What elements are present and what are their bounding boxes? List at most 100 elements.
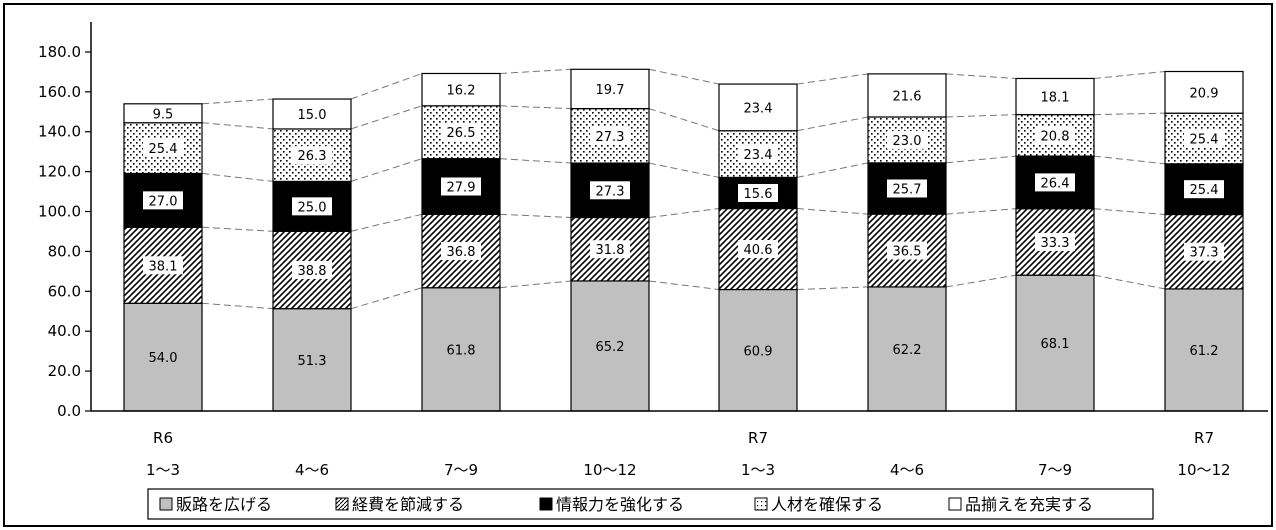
x-tick-label-year: R7 — [748, 429, 768, 447]
data-label: 26.5 — [447, 126, 476, 141]
data-label: 21.6 — [893, 89, 922, 104]
legend-swatch — [159, 497, 173, 511]
series-connector-line — [350, 287, 423, 310]
data-label-box — [887, 179, 927, 198]
data-label-box — [292, 197, 332, 216]
bar-segment — [1015, 113, 1095, 157]
data-label: 60.9 — [744, 344, 773, 359]
legend-label: 経費を節減する — [352, 495, 464, 514]
y-tick-label: 180.0 — [38, 43, 81, 61]
data-label: 23.0 — [893, 134, 922, 149]
data-label: 38.1 — [149, 259, 178, 274]
series-connector-line — [499, 68, 572, 74]
series-connector-line — [1093, 274, 1166, 290]
data-label: 68.1 — [1041, 337, 1070, 352]
bar-segment — [123, 302, 203, 412]
series-connector-line — [796, 73, 869, 85]
series-connector-line — [796, 208, 869, 215]
data-label: 20.9 — [1190, 86, 1219, 101]
series-connector-line — [945, 274, 1017, 288]
data-label: 31.8 — [596, 243, 625, 258]
y-tick-label: 20.0 — [48, 362, 81, 380]
y-tick-label: 140.0 — [38, 123, 81, 141]
data-label: 38.8 — [298, 264, 327, 279]
data-label: 18.1 — [1041, 91, 1070, 106]
data-label-box — [590, 181, 630, 200]
data-label: 25.4 — [149, 142, 178, 157]
legend-label: 人材を確保する — [771, 495, 883, 514]
data-label-box — [738, 240, 778, 259]
data-label: 62.2 — [893, 343, 922, 358]
x-tick-label-quarter: 4〜6 — [890, 461, 924, 479]
data-label-box — [143, 256, 183, 275]
data-label-box — [590, 126, 630, 145]
data-label: 26.4 — [1041, 176, 1070, 191]
data-label-box — [143, 191, 183, 210]
legend-box — [147, 488, 1154, 520]
data-label: 61.8 — [447, 343, 476, 358]
series-connector-line — [1093, 208, 1166, 216]
series-connector-line — [648, 108, 720, 132]
data-label: 23.4 — [744, 148, 773, 163]
series-connector-line — [648, 162, 720, 178]
bar-segment — [123, 103, 203, 124]
data-label: 23.4 — [744, 101, 773, 116]
data-label: 16.2 — [447, 84, 476, 99]
data-label: 36.5 — [893, 245, 922, 260]
series-connector-line — [796, 116, 869, 132]
bar-segment — [867, 286, 947, 412]
series-connector-line — [350, 158, 423, 182]
y-tick-label: 100.0 — [38, 203, 81, 221]
x-tick-label-quarter: 7〜9 — [444, 461, 478, 479]
data-label-box — [441, 177, 481, 196]
data-label: 27.3 — [596, 130, 625, 145]
bar-segment — [867, 73, 947, 118]
y-tick-label: 60.0 — [48, 282, 81, 300]
series-connector-line — [350, 105, 423, 130]
data-label-box — [292, 146, 332, 165]
bar-segment — [272, 98, 352, 130]
series-connector-line — [499, 213, 572, 219]
bar-segment — [1164, 70, 1244, 114]
series-connector-line — [1093, 70, 1166, 79]
series-connector-line — [945, 73, 1017, 79]
data-label-box — [738, 145, 778, 164]
data-label-box — [887, 241, 927, 260]
x-tick-label-quarter: 10〜12 — [1177, 461, 1230, 479]
data-label: 27.0 — [149, 194, 178, 209]
y-tick-label: 40.0 — [48, 322, 81, 340]
series-connector-line — [1093, 155, 1166, 165]
series-connector-line — [945, 114, 1017, 118]
legend-label: 販路を広げる — [176, 495, 272, 514]
data-label-box — [738, 183, 778, 202]
data-label-box — [590, 240, 630, 259]
data-label: 54.0 — [149, 351, 178, 366]
data-label: 40.6 — [744, 243, 773, 258]
data-label: 36.8 — [447, 245, 476, 260]
series-connector-line — [648, 280, 720, 291]
data-label-box — [1035, 126, 1075, 145]
data-label: 27.3 — [596, 184, 625, 199]
data-label: 33.3 — [1041, 236, 1070, 251]
data-label: 27.9 — [447, 180, 476, 195]
x-tick-label-quarter: 1〜3 — [146, 461, 180, 479]
y-tick-label: 160.0 — [38, 83, 81, 101]
series-connector-line — [350, 73, 423, 100]
data-label-box — [441, 242, 481, 261]
x-tick-label-year: R6 — [153, 429, 173, 447]
x-tick-label-quarter: 7〜9 — [1038, 461, 1072, 479]
data-label: 37.3 — [1190, 246, 1219, 261]
data-label: 15.0 — [298, 108, 327, 123]
data-label: 20.8 — [1041, 129, 1070, 144]
legend-swatch — [335, 497, 349, 511]
series-connector-line — [796, 286, 869, 291]
series-connector-line — [350, 213, 423, 232]
x-tick-label-quarter: 4〜6 — [295, 461, 329, 479]
y-tick-label: 120.0 — [38, 163, 81, 181]
bar-segment — [570, 68, 650, 110]
series-connector-line — [201, 122, 274, 130]
series-connector-line — [201, 226, 274, 232]
legend-swatch — [948, 497, 962, 511]
data-label-box — [441, 123, 481, 142]
